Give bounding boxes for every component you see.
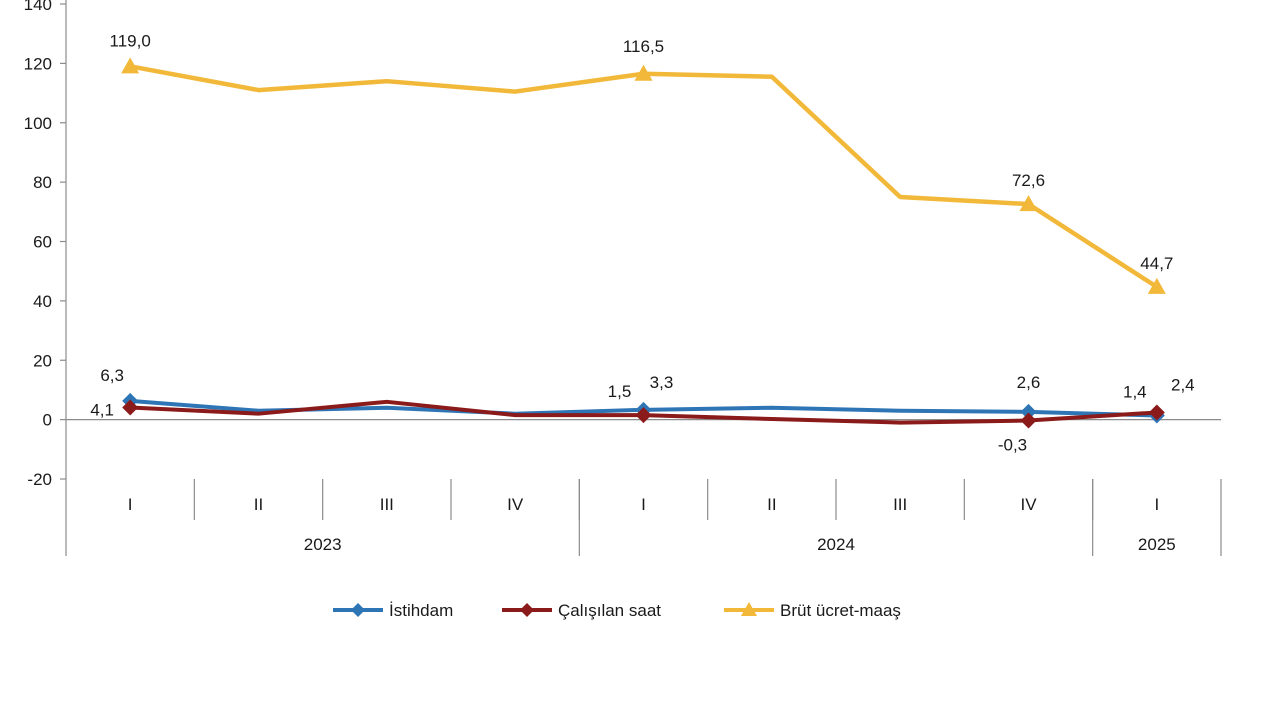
x-category-label: IV [1020, 495, 1037, 514]
data-label: 4,1 [90, 400, 114, 419]
data-label: 44,7 [1140, 254, 1173, 273]
data-point-marker [122, 399, 139, 416]
series-line [127, 64, 1160, 290]
legend: İstihdam Çalışılan saat Brüt ücret-maaş [333, 601, 901, 620]
x-category-label: I [128, 495, 133, 514]
y-tick-label: -20 [27, 470, 52, 489]
x-category-label: I [641, 495, 646, 514]
x-group-label: 2025 [1138, 535, 1176, 554]
data-label: 2,4 [1171, 376, 1195, 395]
x-category-label: III [893, 495, 907, 514]
data-point-marker [634, 64, 653, 81]
data-label: 116,5 [623, 37, 664, 56]
series-2: 4,1 1,5 -0,3 2,4 [90, 376, 1194, 455]
legend-label: Brüt ücret-maaş [780, 601, 901, 620]
legend-swatch-marker [520, 603, 534, 617]
x-category-label: III [380, 495, 394, 514]
legend-swatch-marker [351, 603, 365, 617]
x-category-label: I [1154, 495, 1159, 514]
y-tick-label: 80 [33, 173, 52, 192]
x-category-label: II [254, 495, 263, 514]
data-label: -0,3 [998, 436, 1027, 455]
x-category-label: IV [507, 495, 524, 514]
series-3: 119,0 116,5 72,6 44,7 [110, 31, 1173, 294]
data-label: 1,4 [1123, 382, 1147, 401]
x-category-label: II [767, 495, 776, 514]
data-label: 72,6 [1012, 171, 1045, 190]
data-point-marker [1020, 412, 1037, 429]
y-tick-label: 140 [24, 0, 52, 14]
y-tick-label: 120 [24, 54, 52, 73]
y-tick-label: 100 [24, 114, 52, 133]
data-point-marker [1020, 403, 1037, 420]
x-group-label: 2024 [817, 535, 855, 554]
legend-label: Çalışılan saat [558, 601, 661, 620]
data-label: 1,5 [608, 382, 632, 401]
data-label: 3,3 [650, 373, 674, 392]
y-tick-label: 20 [33, 351, 52, 370]
data-label: 2,6 [1017, 373, 1041, 392]
y-tick-label: 40 [33, 292, 52, 311]
data-point-marker [1147, 277, 1166, 294]
data-point-marker [121, 57, 140, 74]
legend-label: İstihdam [389, 601, 453, 620]
y-tick-label: 0 [43, 411, 52, 430]
data-label: 6,3 [100, 366, 124, 385]
y-tick-label: 60 [33, 233, 52, 252]
x-group-label: 2023 [304, 535, 342, 554]
data-point-marker [1019, 195, 1038, 212]
data-label: 119,0 [110, 31, 151, 50]
legend-swatch-marker [741, 602, 757, 616]
data-point-marker [1148, 404, 1165, 421]
data-point-marker [635, 407, 652, 424]
